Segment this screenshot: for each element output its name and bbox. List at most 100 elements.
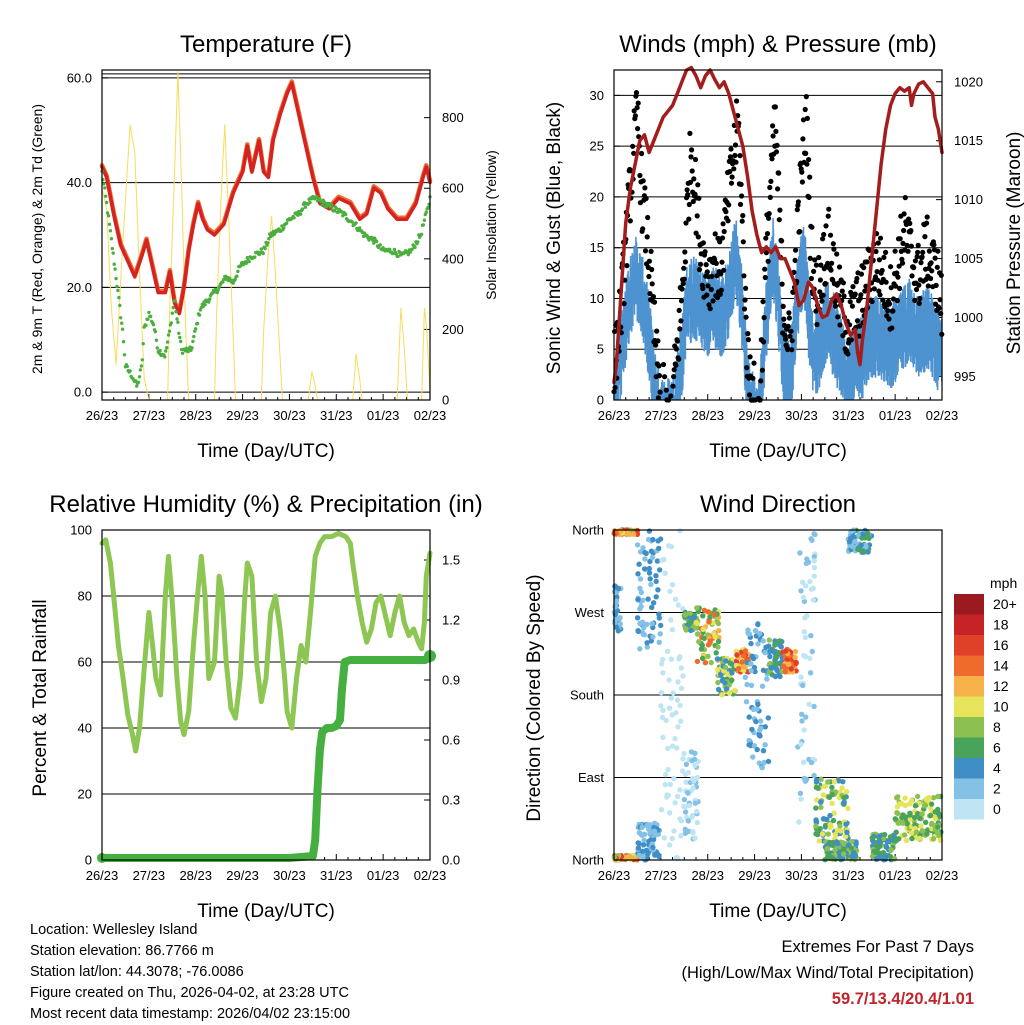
direction-point bbox=[783, 648, 789, 654]
direction-point bbox=[827, 812, 833, 819]
direction-point bbox=[838, 828, 844, 834]
x-tick-label: 27/23 bbox=[645, 868, 678, 883]
direction-point bbox=[705, 653, 711, 659]
gust-point bbox=[804, 115, 811, 121]
direction-point bbox=[694, 808, 700, 815]
gust-point bbox=[782, 336, 789, 342]
direction-point bbox=[670, 690, 676, 696]
extremes-subtitle: (High/Low/Max Wind/Total Precipitation) bbox=[681, 964, 974, 982]
direction-point bbox=[635, 596, 641, 603]
dewpoint-point bbox=[175, 317, 179, 321]
y-tick-label: 80 bbox=[78, 589, 92, 604]
gust-point bbox=[721, 267, 727, 273]
dewpoint-point bbox=[267, 237, 271, 241]
gust-point bbox=[759, 367, 766, 373]
direction-point bbox=[755, 641, 761, 647]
gust-point bbox=[931, 242, 937, 248]
direction-point bbox=[617, 615, 623, 621]
gust-point bbox=[766, 215, 772, 221]
direction-point bbox=[841, 841, 847, 847]
gust-point bbox=[762, 266, 768, 272]
direction-point bbox=[766, 637, 772, 643]
gust-point bbox=[680, 281, 686, 287]
direction-point bbox=[772, 673, 779, 680]
direction-point bbox=[653, 573, 659, 579]
direction-point bbox=[650, 634, 656, 640]
dewpoint-point bbox=[424, 210, 428, 214]
direction-point bbox=[831, 779, 838, 785]
y-axis-label: Percent & Total Rainfall bbox=[30, 599, 51, 796]
direction-point bbox=[743, 699, 750, 705]
gust-point bbox=[685, 192, 691, 198]
y-tick-label: 20 bbox=[78, 787, 92, 802]
dewpoint-point bbox=[186, 349, 190, 354]
direction-point bbox=[748, 661, 754, 667]
direction-point bbox=[625, 855, 631, 861]
direction-point bbox=[678, 685, 685, 691]
dewpoint-point bbox=[235, 274, 239, 278]
gust-point bbox=[695, 234, 701, 240]
gust-point bbox=[739, 218, 745, 224]
direction-point bbox=[640, 545, 646, 551]
gust-point bbox=[788, 328, 794, 334]
direction-point bbox=[916, 835, 923, 842]
gust-point bbox=[803, 150, 809, 156]
direction-point bbox=[755, 701, 761, 707]
direction-point bbox=[648, 548, 655, 554]
direction-point bbox=[896, 836, 902, 842]
x-tick-label: 02/23 bbox=[926, 868, 959, 883]
dewpoint-point bbox=[197, 313, 202, 317]
gust-point bbox=[869, 298, 875, 305]
direction-point bbox=[844, 789, 850, 795]
direction-point bbox=[692, 835, 698, 841]
direction-point bbox=[782, 669, 789, 675]
direction-point bbox=[742, 648, 749, 654]
direction-point bbox=[669, 743, 676, 749]
y-tick-label: 30 bbox=[590, 88, 604, 103]
direction-point bbox=[821, 816, 827, 822]
gust-point bbox=[687, 179, 694, 185]
direction-point bbox=[865, 530, 871, 536]
direction-point bbox=[759, 765, 765, 771]
colorbar-swatch bbox=[954, 737, 984, 758]
dewpoint-point bbox=[320, 203, 324, 207]
dewpoint-point bbox=[263, 246, 267, 251]
gust-point bbox=[852, 291, 858, 297]
gust-point bbox=[744, 365, 750, 371]
gust-point bbox=[797, 228, 803, 235]
gust-point bbox=[825, 213, 831, 219]
direction-point bbox=[807, 655, 813, 662]
direction-point bbox=[649, 604, 655, 611]
direction-point bbox=[694, 819, 700, 826]
colorbar-label: 14 bbox=[993, 658, 1009, 674]
direction-point bbox=[640, 842, 647, 848]
dewpoint-point bbox=[179, 339, 183, 344]
gust-point bbox=[684, 187, 690, 193]
direction-point bbox=[803, 714, 809, 720]
gust-point bbox=[831, 246, 837, 252]
gust-point bbox=[637, 172, 643, 179]
gust-point bbox=[908, 243, 915, 249]
dewpoint-point bbox=[103, 186, 107, 190]
direction-point bbox=[825, 852, 831, 859]
gust-point bbox=[760, 299, 766, 305]
figure-created: Figure created on Thu, 2026-04-02, at 23… bbox=[30, 985, 349, 1001]
gust-point bbox=[728, 146, 734, 152]
direction-point bbox=[892, 816, 898, 822]
direction-point bbox=[666, 543, 672, 549]
gust-point bbox=[729, 174, 735, 180]
direction-point bbox=[837, 823, 843, 829]
gust-point bbox=[683, 220, 689, 226]
y-tick-label: 25 bbox=[590, 139, 604, 154]
direction-point bbox=[677, 787, 683, 793]
direction-point bbox=[725, 671, 731, 677]
direction-point bbox=[759, 683, 766, 689]
direction-point bbox=[675, 724, 681, 730]
direction-point bbox=[909, 797, 915, 804]
colorbar-swatch bbox=[954, 614, 984, 635]
direction-point bbox=[663, 717, 669, 724]
gust-point bbox=[890, 296, 897, 302]
plot-frame bbox=[613, 529, 943, 861]
direction-point bbox=[674, 697, 681, 703]
plot-frame bbox=[101, 529, 431, 861]
